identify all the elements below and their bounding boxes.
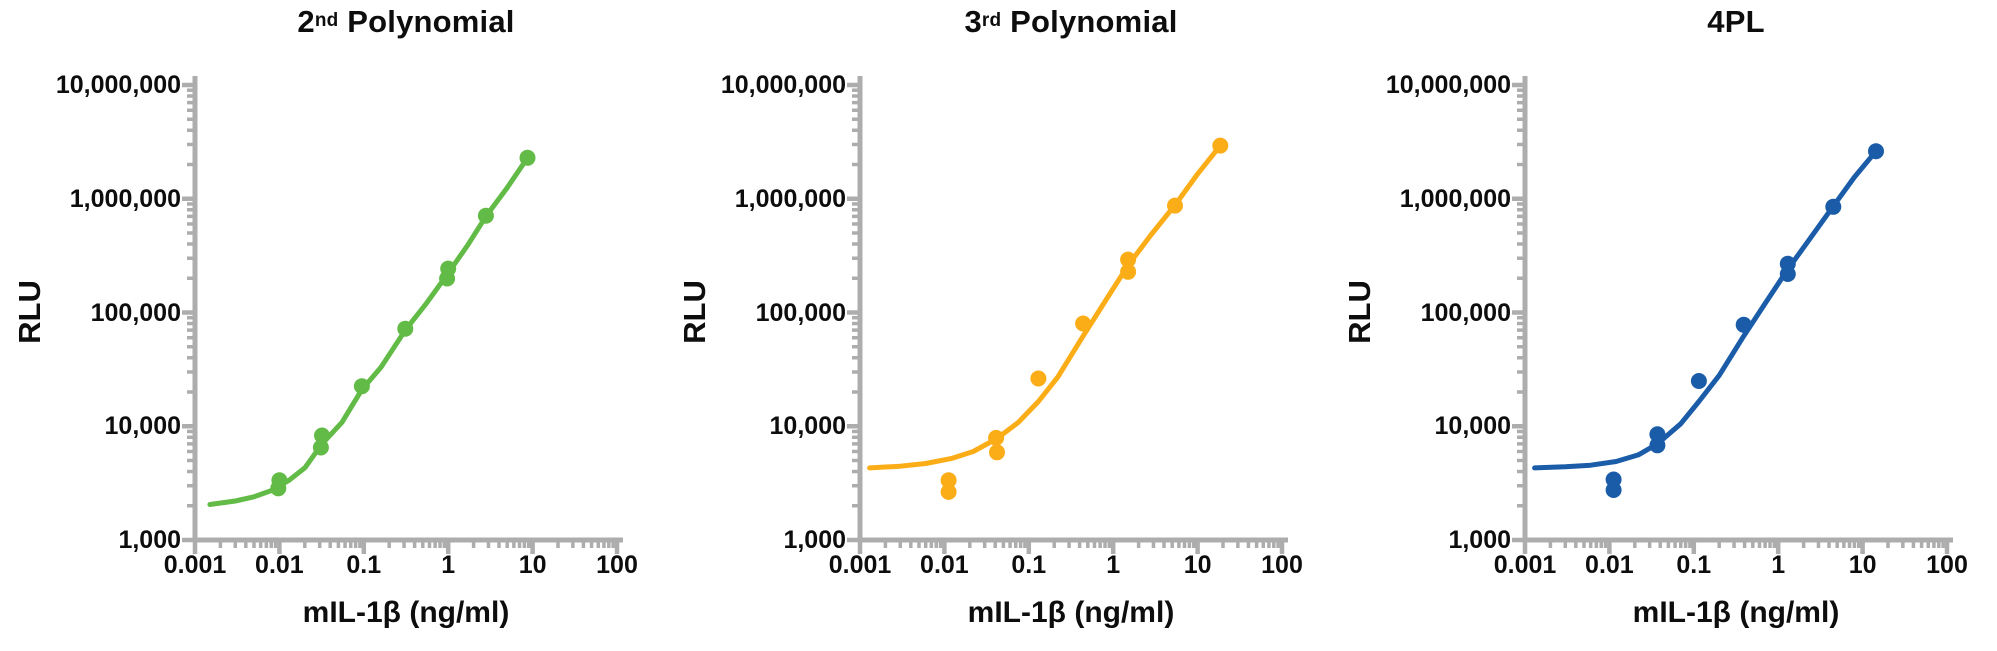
x-tick-label: 10: [1183, 551, 1212, 579]
data-point: [1167, 197, 1183, 214]
data-point: [314, 427, 330, 444]
y-tick-label: 10,000: [769, 412, 846, 441]
data-point: [1212, 137, 1229, 154]
data-point: [1030, 370, 1047, 387]
data-point: [440, 260, 457, 277]
x-tick-label: 1: [1106, 551, 1121, 579]
plot-area: [182, 76, 623, 554]
y-tick-label: 100,000: [90, 298, 181, 327]
x-tick-label: 10: [1848, 551, 1877, 579]
x-tick-label: 0.1: [1676, 551, 1712, 579]
chart-3rd-polynomial: 3rd Polynomial RLU mIL-1β (ng/ml) 10,000…: [665, 0, 1330, 651]
data-point: [989, 444, 1005, 461]
x-tick-label: 0.01: [1585, 551, 1634, 579]
data-point: [397, 320, 414, 337]
x-tick-label: 0.001: [828, 551, 892, 579]
y-tick-label: 1,000,000: [1399, 184, 1511, 213]
chart-title-rest: Polynomial: [338, 4, 515, 39]
data-point: [1825, 198, 1842, 215]
x-tick-label: 10: [518, 551, 547, 579]
chart-title: 2nd Polynomial: [106, 4, 706, 40]
data-point: [988, 429, 1005, 446]
y-tick-label: 1,000: [1448, 526, 1511, 554]
data-point: [477, 207, 494, 224]
y-axis-label: RLU: [12, 280, 47, 344]
x-tick-label: 1: [1771, 551, 1786, 579]
data-point: [519, 149, 536, 166]
y-tick-label: 10,000,000: [55, 71, 181, 99]
x-tick-label: 0.01: [255, 551, 304, 579]
data-point: [1605, 471, 1622, 488]
x-tick-label: 0.1: [346, 551, 382, 579]
x-axis-label: mIL-1β (ng/ml): [302, 596, 510, 629]
chart-title-base: 4PL: [1707, 4, 1765, 39]
data-point: [1649, 437, 1666, 454]
data-point: [271, 472, 288, 489]
x-tick-label: 100: [596, 551, 638, 579]
fit-curve: [867, 143, 1223, 471]
data-point: [1649, 426, 1666, 443]
y-tick-label: 1,000: [118, 526, 181, 554]
plot-area: [1512, 76, 1953, 554]
data-point: [1690, 373, 1707, 389]
data-point: [940, 483, 957, 500]
plot-area: [847, 76, 1288, 554]
data-point: [1868, 143, 1884, 160]
data-point: [312, 439, 329, 456]
y-tick-label: 100,000: [755, 298, 846, 327]
x-tick-label: 0.001: [163, 551, 227, 579]
data-point: [1735, 316, 1752, 333]
y-tick-label: 1,000: [783, 526, 846, 554]
chart-title: 3rd Polynomial: [771, 4, 1371, 40]
y-axis-label: RLU: [677, 280, 712, 344]
x-tick-label: 1: [441, 551, 456, 579]
chart-2nd-polynomial: 2nd Polynomial RLU mIL-1β (ng/ml) 10,000…: [0, 0, 665, 651]
x-tick-label: 0.01: [920, 551, 969, 579]
y-tick-label: 10,000: [1434, 412, 1511, 441]
fit-curve: [207, 155, 530, 507]
chart-4pl: 4PL RLU mIL-1β (ng/ml) 10,000,000 1,000,…: [1330, 0, 1995, 651]
data-point: [1120, 263, 1137, 280]
y-tick-label: 1,000,000: [69, 184, 181, 213]
y-axis-label: RLU: [1342, 280, 1377, 344]
data-point: [940, 472, 957, 489]
y-tick-label: 10,000,000: [1385, 71, 1511, 99]
data-point: [1779, 255, 1796, 272]
data-point: [1075, 315, 1092, 332]
x-axis-label: mIL-1β (ng/ml): [1632, 596, 1840, 629]
x-tick-label: 100: [1261, 551, 1303, 579]
chart-title-rest: Polynomial: [1001, 4, 1178, 39]
x-axis-label: mIL-1β (ng/ml): [967, 596, 1175, 629]
chart-title-superscript: nd: [314, 10, 339, 31]
data-point: [353, 378, 370, 395]
x-tick-label: 100: [1926, 551, 1968, 579]
chart-title-base: 3: [964, 4, 982, 39]
fit-curve: [1532, 148, 1879, 471]
y-tick-label: 10,000: [104, 412, 181, 441]
y-tick-label: 10,000,000: [720, 71, 846, 99]
y-tick-label: 100,000: [1420, 298, 1511, 327]
x-tick-label: 0.001: [1493, 551, 1557, 579]
y-tick-label: 1,000,000: [734, 184, 846, 213]
chart-title: 4PL: [1436, 4, 1997, 40]
x-tick-label: 0.1: [1011, 551, 1047, 579]
chart-title-base: 2: [297, 4, 315, 39]
chart-title-superscript: rd: [981, 10, 1002, 31]
data-point: [1120, 251, 1137, 268]
